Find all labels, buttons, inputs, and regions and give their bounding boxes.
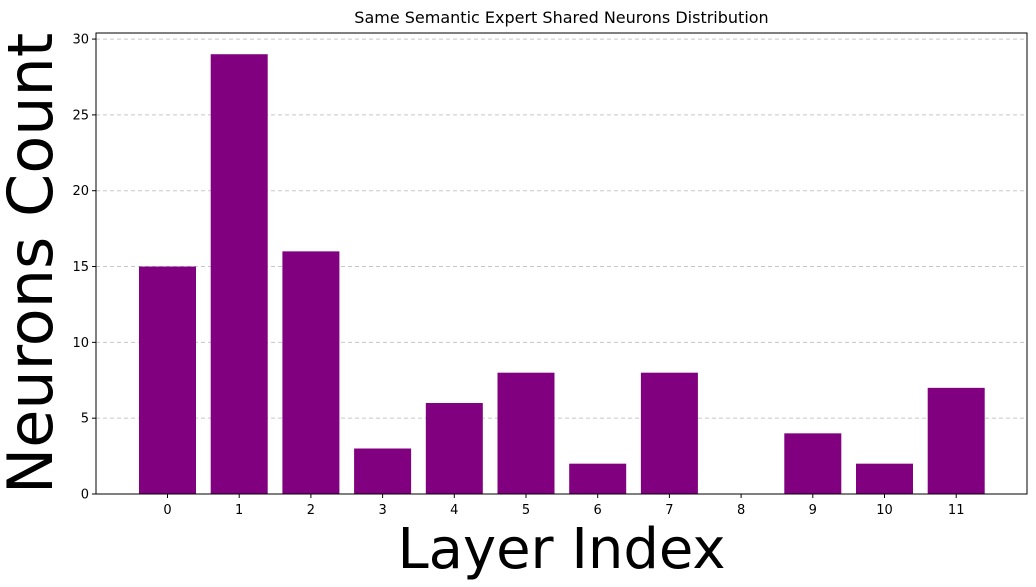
y-tick-label: 5 — [81, 412, 89, 427]
bar — [784, 433, 842, 494]
bars — [139, 54, 985, 495]
x-tick-label: 0 — [163, 503, 171, 518]
y-axis-ticks: 0 5 10 15 20 25 30 — [72, 33, 96, 503]
y-tick-label: 10 — [72, 336, 89, 351]
x-axis-label: Layer Index — [397, 517, 725, 582]
x-tick-label: 2 — [307, 503, 315, 518]
bar — [640, 372, 698, 494]
bar — [210, 54, 268, 495]
x-tick-label: 8 — [737, 503, 745, 518]
plot-frame — [95, 32, 1028, 495]
x-axis-ticks: 0 1 2 3 4 5 6 7 8 9 10 11 — [163, 494, 964, 518]
bar — [497, 372, 555, 494]
chart-title: Same Semantic Expert Shared Neurons Dist… — [354, 8, 768, 27]
bar — [927, 387, 985, 494]
x-tick-label: 6 — [594, 503, 602, 518]
y-axis-label: Neurons Count — [0, 33, 67, 494]
y-tick-label: 15 — [72, 260, 89, 275]
y-tick-label: 25 — [72, 108, 89, 123]
bar — [569, 463, 627, 494]
x-tick-label: 9 — [809, 503, 817, 518]
x-tick-label: 11 — [948, 503, 965, 518]
bar — [425, 403, 483, 494]
y-tick-label: 30 — [72, 33, 89, 48]
x-tick-label: 4 — [450, 503, 458, 518]
x-tick-label: 10 — [876, 503, 893, 518]
y-tick-label: 0 — [81, 488, 89, 503]
bar — [282, 251, 340, 494]
x-tick-label: 5 — [522, 503, 530, 518]
y-tick-label: 20 — [72, 184, 89, 199]
x-tick-label: 7 — [665, 503, 673, 518]
x-tick-label: 3 — [378, 503, 386, 518]
bar — [139, 266, 196, 494]
x-tick-label: 1 — [235, 503, 243, 518]
bar — [856, 463, 913, 494]
bar — [354, 448, 412, 494]
